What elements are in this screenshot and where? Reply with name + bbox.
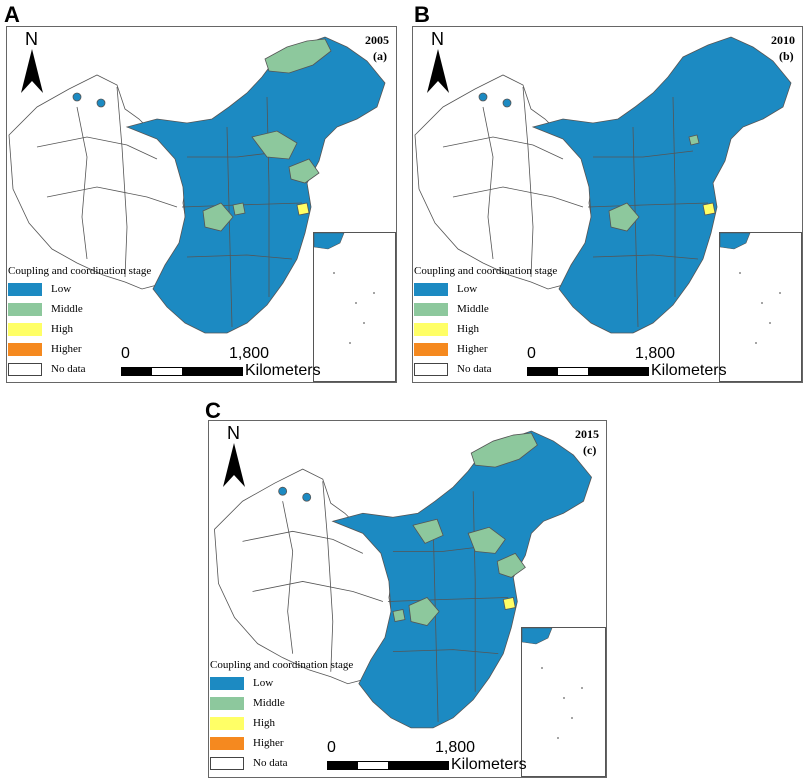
legend-item-higher: Higher <box>414 339 574 359</box>
legend-label: High <box>253 717 275 729</box>
china-map-a <box>8 36 386 334</box>
legend-label: Middle <box>51 303 83 315</box>
panel-label-b: B <box>414 2 430 27</box>
legend-swatch <box>8 302 42 316</box>
north-arrow: N <box>15 29 55 99</box>
legend-swatch <box>414 282 448 296</box>
scale-unit: Kilometers <box>245 362 321 379</box>
legend-swatch <box>414 322 448 336</box>
legend-swatch <box>210 756 244 770</box>
legend-label: Low <box>253 677 274 689</box>
year-label: 2015 <box>575 427 599 441</box>
west-region <box>214 468 394 685</box>
legend-swatch <box>210 696 244 710</box>
south-china-sea-inset <box>313 232 396 382</box>
north-arrow: N <box>217 423 257 493</box>
east-region <box>331 430 592 729</box>
legend-label: Higher <box>253 737 284 749</box>
legend-item-nodata: No data <box>414 359 574 379</box>
map-panel-b: N 2010 (b) Coupling and coordination sta… <box>412 26 803 383</box>
legend-title: Coupling and coordination stage <box>414 265 558 277</box>
map-panel-c: N 2015 (c) Coupling and coordination sta… <box>208 420 607 778</box>
legend-label: Middle <box>253 697 285 709</box>
scale-bar: 0 1,800 Kilometers <box>121 345 321 382</box>
legend-item-nodata: No data <box>8 359 168 379</box>
north-arrow: N <box>421 29 461 99</box>
legend-swatch <box>414 342 448 356</box>
legend-item-nodata: No data <box>210 753 370 773</box>
legend-item-low: Low <box>414 279 574 299</box>
legend-swatch <box>8 282 42 296</box>
legend-item-middle: Middle <box>414 299 574 319</box>
legend-label: Low <box>457 283 478 295</box>
legend-item-high: High <box>8 319 168 339</box>
legend: Coupling and coordination stage Low Midd… <box>8 265 168 379</box>
south-china-sea-inset <box>521 627 606 777</box>
scale-bar: 0 1,800 Kilometers <box>527 345 727 382</box>
legend: Coupling and coordination stage Low Midd… <box>210 659 370 773</box>
legend-label: No data <box>253 757 288 769</box>
china-map-b <box>414 36 792 334</box>
scale-start: 0 <box>121 345 130 362</box>
legend-swatch <box>8 362 42 376</box>
legend-swatch <box>210 676 244 690</box>
legend-item-middle: Middle <box>8 299 168 319</box>
scale-end: 1,800 <box>435 739 476 756</box>
legend-item-higher: Higher <box>8 339 168 359</box>
legend-item-low: Low <box>8 279 168 299</box>
legend-label: No data <box>51 363 86 375</box>
legend-swatch <box>8 342 42 356</box>
map-panel-a: N 2005 (a) Coupling and coordination sta… <box>6 26 397 383</box>
north-label: N <box>227 423 240 443</box>
legend-swatch <box>8 322 42 336</box>
legend-swatch <box>414 302 448 316</box>
panel-sublabel: (c) <box>583 443 597 457</box>
scale-unit: Kilometers <box>651 362 727 379</box>
legend-item-low: Low <box>210 673 370 693</box>
scale-bar: 0 1,800 Kilometers <box>327 739 527 777</box>
legend-title: Coupling and coordination stage <box>210 659 354 671</box>
legend-item-high: High <box>414 319 574 339</box>
legend-label: Low <box>51 283 72 295</box>
china-map-c <box>214 430 592 729</box>
panel-sublabel: (a) <box>373 49 387 63</box>
north-label: N <box>431 29 444 49</box>
west-region <box>8 74 188 290</box>
legend: Coupling and coordination stage Low Midd… <box>414 265 574 379</box>
scale-unit: Kilometers <box>451 756 527 773</box>
legend-swatch <box>414 362 448 376</box>
east-region <box>531 36 792 334</box>
legend-label: High <box>51 323 73 335</box>
year-label: 2010 <box>771 33 795 47</box>
legend-label: High <box>457 323 479 335</box>
legend-label: No data <box>457 363 492 375</box>
panel-label-c: C <box>205 398 221 423</box>
west-region <box>414 74 594 290</box>
east-region <box>125 36 386 334</box>
panel-sublabel: (b) <box>779 49 794 63</box>
legend-item-high: High <box>210 713 370 733</box>
panel-label-a: A <box>4 2 20 27</box>
legend-label: Higher <box>51 343 82 355</box>
north-label: N <box>25 29 38 49</box>
legend-swatch <box>210 716 244 730</box>
year-label: 2005 <box>365 33 389 47</box>
south-china-sea-inset <box>719 232 802 382</box>
legend-item-middle: Middle <box>210 693 370 713</box>
legend-item-higher: Higher <box>210 733 370 753</box>
scale-end: 1,800 <box>229 345 270 362</box>
scale-end: 1,800 <box>635 345 676 362</box>
legend-label: Middle <box>457 303 489 315</box>
legend-label: Higher <box>457 343 488 355</box>
legend-swatch <box>210 736 244 750</box>
scale-start: 0 <box>327 739 336 756</box>
scale-start: 0 <box>527 345 536 362</box>
legend-title: Coupling and coordination stage <box>8 265 152 277</box>
